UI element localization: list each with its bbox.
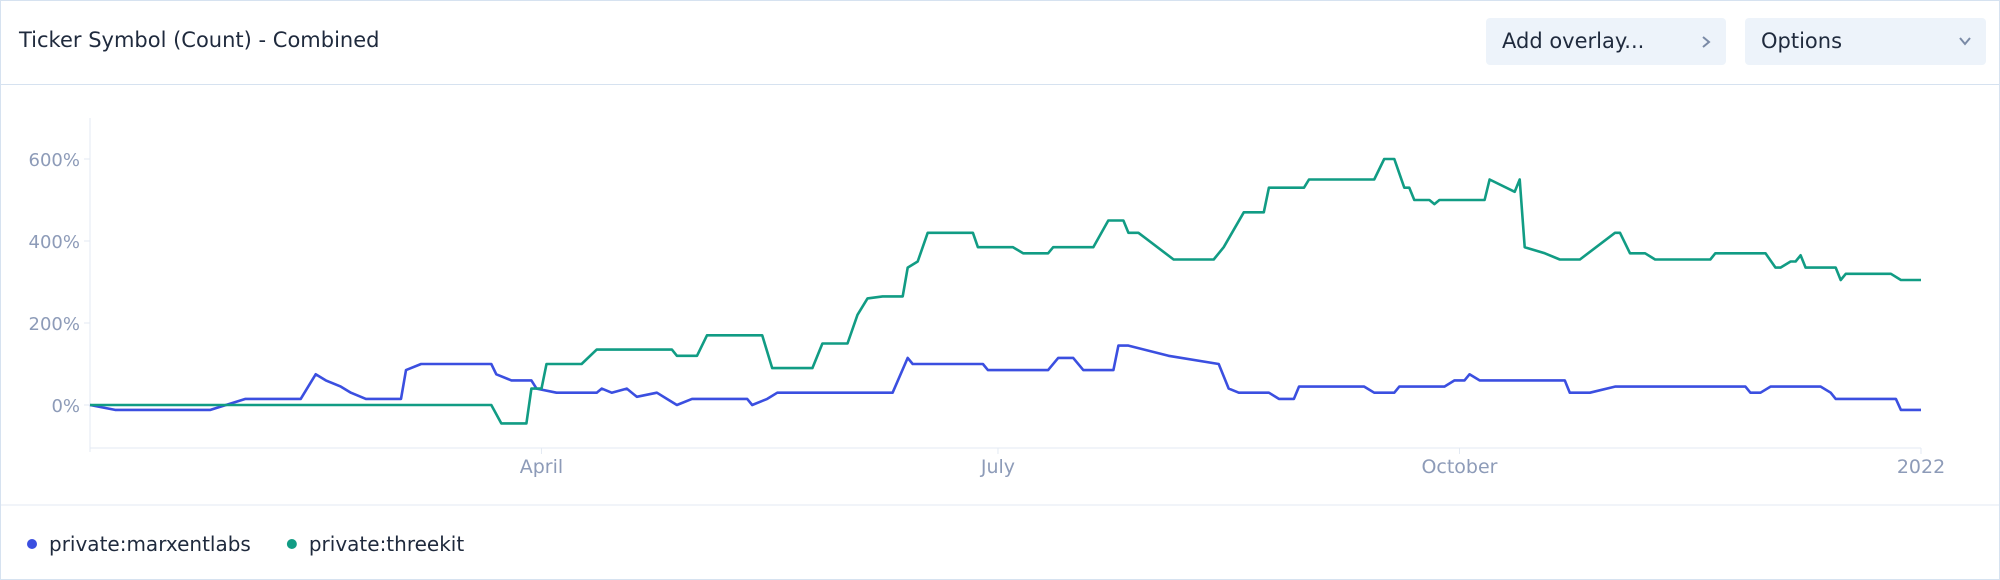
line-series bbox=[89, 344, 1921, 412]
button-label[interactable]: Options bbox=[1761, 29, 1843, 53]
chevron-down bbox=[1959, 37, 1971, 46]
line-series bbox=[90, 157, 1921, 425]
legend-label: private:marxentlabs bbox=[49, 532, 251, 556]
x-tick-label: April bbox=[520, 456, 563, 478]
x-tick-label: July bbox=[980, 456, 1015, 478]
add-overlay-button[interactable]: Add overlay... bbox=[1486, 18, 1726, 65]
legend-dot bbox=[286, 539, 297, 549]
y-tick-label: 600% bbox=[29, 150, 80, 171]
panel-title: Ticker Symbol (Count) - Combined bbox=[19, 28, 380, 52]
legend-dot bbox=[27, 539, 37, 549]
x-tick-label: October bbox=[1421, 456, 1497, 478]
button-label[interactable]: Add overlay... bbox=[1502, 29, 1645, 53]
panel-header: Ticker Symbol (Count) - Combined Add ove… bbox=[1, 1, 1999, 85]
options-button[interactable]: Options bbox=[1745, 18, 1986, 65]
x-tick-label: 2022 bbox=[1897, 456, 1945, 478]
y-tick-label: 0% bbox=[51, 396, 80, 417]
y-tick-label: 200% bbox=[29, 314, 80, 335]
legend-label: private:threekit bbox=[309, 532, 465, 556]
chevron-right bbox=[1702, 36, 1711, 48]
y-tick-label: 400% bbox=[29, 232, 80, 253]
